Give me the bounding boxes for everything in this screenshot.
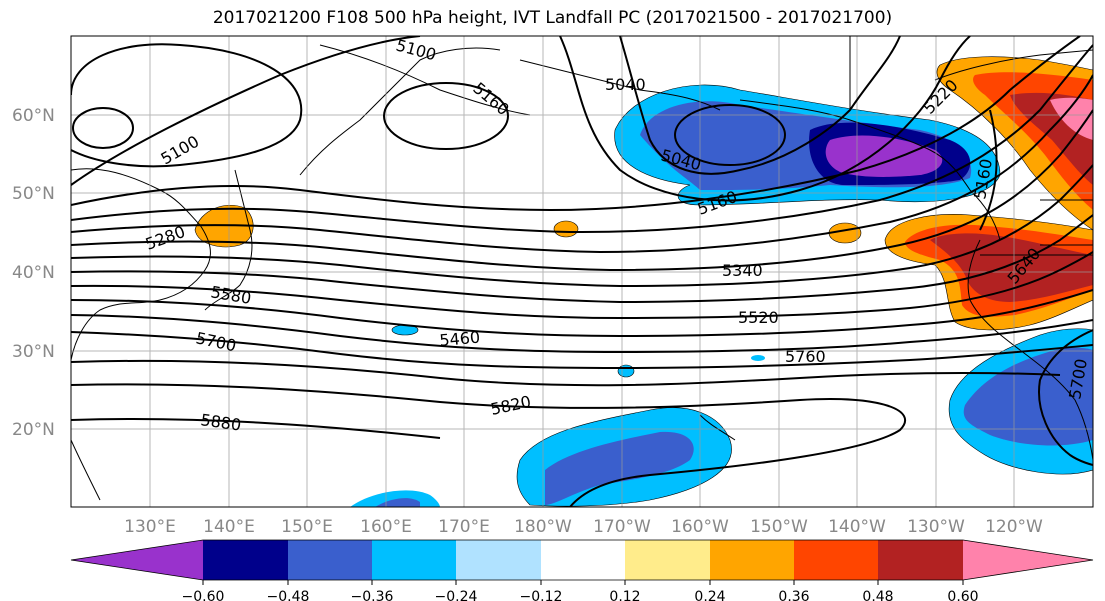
map-area: 5100 5160 5040 5040 5160 5220 5280 5340 … (71, 36, 1093, 507)
colorbar-tick-label: 0.60 (947, 589, 978, 601)
colorbar-segment (71, 540, 203, 580)
lat-label: 20°N (12, 420, 55, 440)
contour-label: 5160 (469, 79, 512, 120)
colorbar-tick-label: −0.24 (435, 589, 478, 601)
colorbar: −0.60 −0.48 −0.36 −0.24 −0.12 0.12 0.24 0.36 0.4… (70, 539, 1094, 601)
colorbar-segment (710, 540, 794, 580)
latitude-labels: 60°N 50°N 40°N 30°N 20°N (12, 106, 55, 440)
colorbar-segment (288, 540, 372, 580)
lat-label: 50°N (12, 184, 55, 204)
colorbar-tick-label: 0.24 (694, 589, 725, 601)
lon-label: 160°W (671, 517, 729, 537)
contour-label: 5760 (785, 347, 826, 366)
lon-label: 140°E (203, 517, 255, 537)
contour-label: 5520 (738, 308, 779, 327)
colorbar-tick-label: −0.48 (267, 589, 310, 601)
contour-label: 5880 (199, 410, 242, 434)
colorbar-segment (794, 540, 878, 580)
contour-label: 5100 (394, 36, 438, 65)
lat-label: 40°N (12, 263, 55, 283)
colorbar-segment (625, 540, 710, 580)
contour-label: 5040 (605, 75, 646, 94)
height-contours (71, 36, 1093, 507)
colorbar-segment (878, 540, 963, 580)
lon-label: 180°W (514, 517, 572, 537)
colorbar-segment (203, 540, 288, 580)
lon-label: 120°W (985, 517, 1043, 537)
lon-label: 150°E (281, 517, 333, 537)
contour-label: 5580 (209, 282, 252, 308)
colorbar-tick-label: 0.48 (862, 589, 893, 601)
lat-label: 60°N (12, 106, 55, 126)
colorbar-tick-label: −0.36 (351, 589, 394, 601)
colorbar-tick-label: −0.60 (182, 589, 225, 601)
colorbar-segment (456, 540, 541, 580)
lat-label: 30°N (12, 342, 55, 362)
lon-label: 170°E (438, 517, 490, 537)
coastlines (71, 36, 1093, 501)
longitude-labels: 130°E 140°E 150°E 160°E 170°E 180°W 170°… (124, 517, 1043, 537)
map-frame (70, 35, 1094, 508)
colorbar-segment (541, 540, 625, 580)
lon-label: 170°W (593, 517, 651, 537)
colorbar-tick-label: 0.12 (609, 589, 640, 601)
colorbar-segment (963, 540, 1093, 580)
contour-label: 5820 (489, 392, 533, 419)
colorbar-segment (372, 540, 456, 580)
contour-label: 5340 (722, 261, 763, 280)
lon-label: 140°W (828, 517, 886, 537)
map-title: 2017021200 F108 500 hPa height, IVT Land… (212, 8, 893, 28)
lon-label: 130°E (124, 517, 176, 537)
lon-label: 150°W (750, 517, 808, 537)
lon-label: 160°E (360, 517, 412, 537)
contour-label: 5460 (439, 328, 481, 350)
lon-label: 130°W (907, 517, 965, 537)
colorbar-tick-label: −0.12 (520, 589, 563, 601)
colorbar-tick-label: 0.36 (778, 589, 809, 601)
